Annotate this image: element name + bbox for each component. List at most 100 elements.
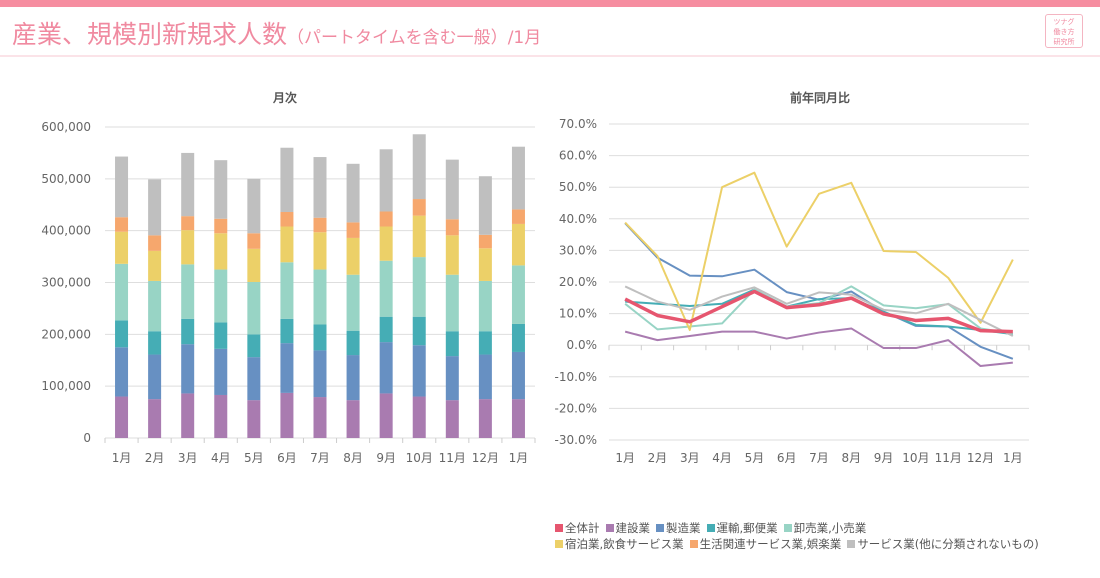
bar-segment <box>412 134 426 200</box>
bar-segment <box>478 399 492 438</box>
bar-segment <box>511 323 525 352</box>
bar-segment <box>346 355 360 401</box>
bar-segment <box>181 318 195 345</box>
bar-segment <box>478 176 492 235</box>
legend-swatch <box>706 524 715 532</box>
bar-segment <box>511 209 525 224</box>
x-tick-label: 5月 <box>244 451 264 465</box>
bar-segment <box>148 331 162 355</box>
bar-segment <box>247 357 261 401</box>
bar-segment <box>181 393 195 438</box>
title-month: /1月 <box>507 28 542 48</box>
bar-segment <box>445 331 459 357</box>
x-tick-label: 7月 <box>809 451 829 465</box>
bar-segment <box>412 345 426 397</box>
legend-swatch <box>555 524 563 532</box>
bar-segment <box>115 347 129 397</box>
x-tick-label: 10月 <box>406 451 433 465</box>
legend-item: 全体計 <box>555 521 600 535</box>
legend-item: 運輸,郵便業 <box>706 521 778 535</box>
bar-segment <box>214 394 228 438</box>
x-tick-label: 7月 <box>310 451 330 465</box>
legend-item: サービス業(他に分類されないもの) <box>847 537 1039 551</box>
bar-segment <box>379 226 393 261</box>
bar-segment <box>412 215 426 258</box>
x-tick-label: 6月 <box>277 451 297 465</box>
bar-segment <box>511 146 525 210</box>
legend-swatch <box>847 540 856 548</box>
title-subtitle: （パートタイムを含む一般） <box>287 28 508 48</box>
bar-segment <box>412 316 426 346</box>
bar-segment <box>511 223 525 266</box>
series-line <box>624 289 1013 334</box>
bar-segment <box>478 234 492 249</box>
bar-segment <box>379 316 393 343</box>
legend-swatch <box>656 524 664 532</box>
x-tick-label: 8月 <box>343 451 363 465</box>
bar-segment <box>313 397 327 438</box>
bar-segment <box>181 344 195 394</box>
legend: 全体計 建設業 製造業 運輸,郵便業 卸売業,小売業 宿泊業,飲食サービス業 生活関連サー… <box>555 520 1045 552</box>
bar-segment <box>148 354 162 400</box>
bar-segment <box>280 343 294 393</box>
bar-segment <box>313 350 327 398</box>
bar-segment <box>478 354 492 400</box>
bar-segment <box>346 274 360 331</box>
x-tick-label: 9月 <box>874 451 894 465</box>
bar-segment <box>280 226 294 263</box>
legend-label: 建設業 <box>615 521 651 535</box>
y-tick-label: 300,000 <box>41 276 91 290</box>
bar-segment <box>379 211 393 227</box>
x-tick-label: 5月 <box>745 451 765 465</box>
bar-segment <box>247 248 261 282</box>
bar-segment <box>214 269 228 323</box>
bar-segment <box>247 400 261 438</box>
y-tick-label: -20.0% <box>555 401 597 415</box>
logo: ツナグ 働き方 研究所 <box>1045 14 1083 48</box>
bar-segment <box>478 280 492 332</box>
bar-segment <box>280 212 294 227</box>
legend-swatch <box>689 540 698 548</box>
y-tick-label: 600,000 <box>41 120 91 134</box>
legend-label: 運輸,郵便業 <box>716 521 778 535</box>
legend-label: 卸売業,小売業 <box>793 521 867 535</box>
legend-item: 宿泊業,飲食サービス業 <box>555 537 684 551</box>
legend-label: 宿泊業,飲食サービス業 <box>565 537 684 551</box>
legend-label: 全体計 <box>565 521 600 535</box>
bar-segment <box>313 324 327 351</box>
top-accent-bar <box>0 0 1100 7</box>
legend-item: 製造業 <box>656 521 701 535</box>
y-tick-label: -30.0% <box>555 433 597 447</box>
y-tick-label: 10.0% <box>559 307 597 321</box>
x-tick-label: 2月 <box>145 451 165 465</box>
bar-segment <box>115 320 129 348</box>
line-chart-title: 前年同月比 <box>790 90 850 105</box>
x-tick-label: 12月 <box>472 451 499 465</box>
series-line <box>624 285 1014 337</box>
x-tick-label: 2月 <box>648 451 668 465</box>
y-tick-label: -10.0% <box>555 370 597 384</box>
bar-segment <box>346 400 360 438</box>
x-tick-label: 4月 <box>712 451 732 465</box>
x-tick-label: 11月 <box>935 451 962 465</box>
bar-segment <box>412 396 426 438</box>
bar-segment <box>115 263 129 321</box>
y-tick-label: 0.0% <box>567 338 598 352</box>
bar-segment <box>412 199 426 216</box>
bar-segment <box>115 231 129 264</box>
x-tick-label: 11月 <box>439 451 466 465</box>
legend-swatch <box>555 540 563 548</box>
x-tick-label: 1月 <box>112 451 132 465</box>
bar-segment <box>115 217 129 232</box>
bar-segment <box>247 281 261 335</box>
bar-segment <box>148 250 162 281</box>
legend-label: サービス業(他に分類されないもの) <box>857 537 1039 551</box>
y-tick-label: 20.0% <box>559 275 597 289</box>
y-tick-label: 70.0% <box>559 117 597 131</box>
x-tick-label: 6月 <box>777 451 797 465</box>
bar-segment <box>181 152 195 217</box>
bar-segment <box>148 179 162 236</box>
bar-segment <box>478 248 492 281</box>
bar-segment <box>511 399 525 438</box>
bar-segment <box>280 262 294 319</box>
